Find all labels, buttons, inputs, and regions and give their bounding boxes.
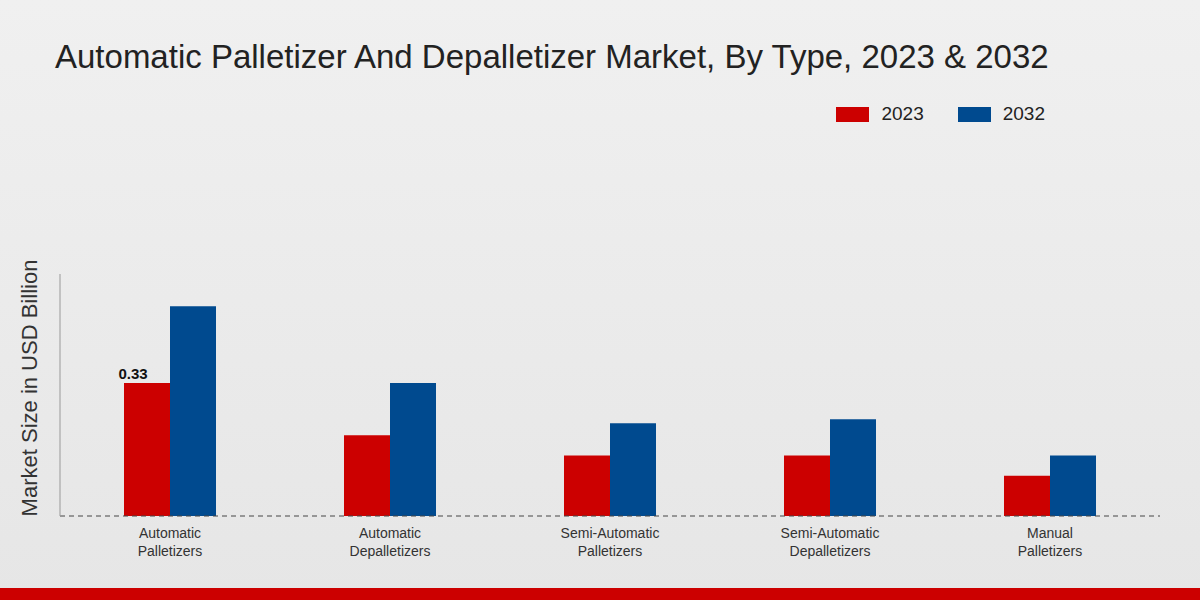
- svg-text:Semi-AutomaticDepalletizers: Semi-AutomaticDepalletizers: [781, 525, 880, 559]
- svg-text:AutomaticPalletizers: AutomaticPalletizers: [138, 525, 203, 559]
- html-text:Market Size in USD Billion: Market Size in USD Billion: [17, 259, 42, 517]
- html-text:2023: 2023: [881, 103, 924, 124]
- html-text:Automatic Palletizer And Depal: Automatic Palletizer And Depalletizer Ma…: [55, 38, 1049, 75]
- svg-text:AutomaticDepalletizers: AutomaticDepalletizers: [350, 525, 431, 559]
- svg-text:Semi-AutomaticPalletizers: Semi-AutomaticPalletizers: [561, 525, 660, 559]
- svg-text:0.33: 0.33: [118, 365, 147, 382]
- html-text:2032: 2032: [1002, 103, 1045, 124]
- svg-text:ManualPalletizers: ManualPalletizers: [1018, 525, 1083, 559]
